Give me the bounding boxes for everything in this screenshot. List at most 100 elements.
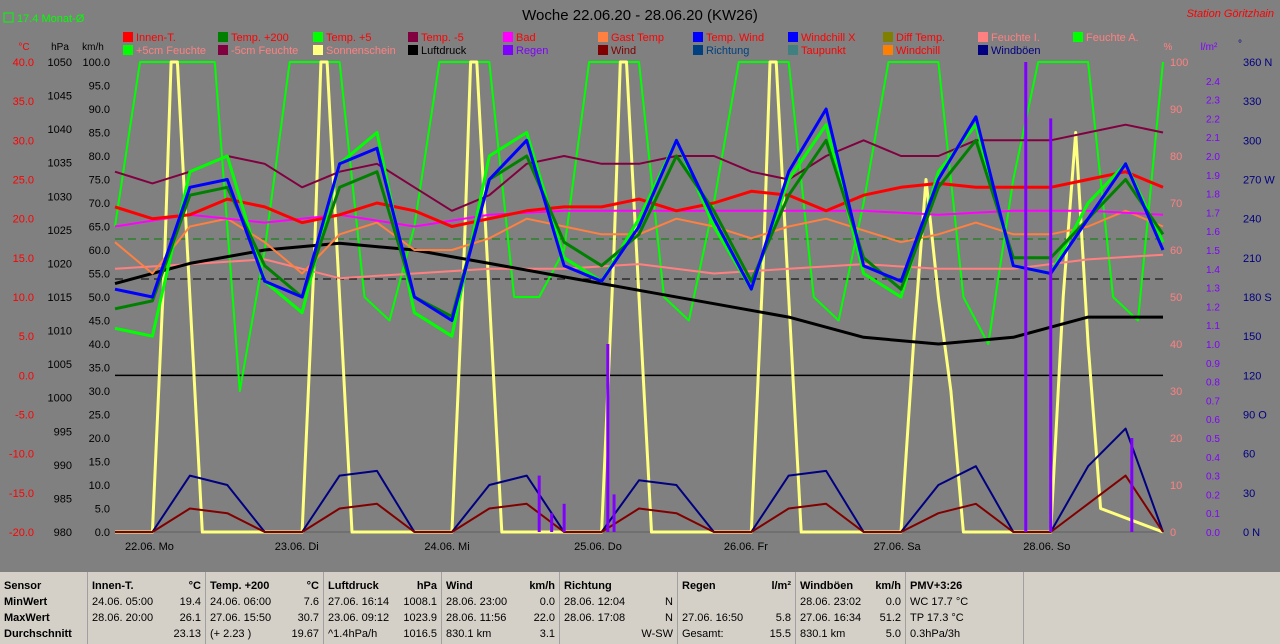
day-label: 27.06. Sa — [874, 541, 922, 553]
legend-swatch — [598, 32, 608, 42]
hpa-tick: 1045 — [48, 91, 72, 103]
kmh-tick: 95.0 — [89, 81, 110, 93]
summary-cell-value: km/h — [875, 580, 901, 592]
summary-cell-row: 28.06. 23:02 0.0 — [800, 594, 901, 610]
rain-bar — [1130, 438, 1134, 532]
chart-title: Woche 22.06.20 - 28.06.20 (KW26) — [522, 7, 758, 24]
legend-swatch — [788, 45, 798, 55]
legend-item: Luftdruck — [408, 45, 466, 58]
kmh-tick: 5.0 — [95, 504, 110, 516]
legend-swatch — [218, 32, 228, 42]
summary-cell-row: 830.1 km 5.0 — [800, 626, 901, 642]
summary-cell-label: 28.06. 17:08 — [564, 612, 626, 624]
rain-tick: 2.2 — [1206, 114, 1220, 125]
summary-cell-label: 0.3hPa/3h — [910, 628, 961, 640]
rain-unit: l/m² — [1201, 42, 1218, 53]
legend-item: Feuchte I. — [978, 32, 1040, 45]
month-avg-icon — [3, 12, 14, 23]
celsius-tick: 25.0 — [13, 175, 34, 187]
summary-cell-row: 27.06. 16:50 5.8 — [682, 610, 791, 626]
rain-bar — [612, 494, 616, 532]
day-label: 22.06. Mo — [125, 541, 174, 553]
direction-tick: 120 — [1243, 370, 1261, 382]
direction-tick: 330 — [1243, 96, 1261, 108]
day-label: 24.06. Mi — [424, 541, 469, 553]
summary-cell-row: (+ 2.23 ) 19.67 — [210, 626, 319, 642]
summary-cell-label: Temp. +200 — [210, 580, 270, 592]
legend-label: Sonnenschein — [326, 45, 396, 57]
legend-item: Sonnenschein — [313, 45, 396, 58]
legend-item: Temp. +5 — [313, 32, 372, 45]
percent-unit: % — [1164, 42, 1173, 53]
kmh-tick: 85.0 — [89, 128, 110, 140]
celsius-tick: 40.0 — [13, 57, 34, 69]
legend-label: Temp. +5 — [326, 32, 372, 44]
legend-swatch — [693, 45, 703, 55]
summary-cell-label: ^1.4hPa/h — [328, 628, 378, 640]
summary-cell-value: 1016.5 — [403, 628, 437, 640]
deg-unit: ° — [1238, 39, 1242, 50]
kmh-tick: 80.0 — [89, 151, 110, 163]
rain-tick: 0.6 — [1206, 415, 1220, 426]
kmh-tick: 55.0 — [89, 269, 110, 281]
direction-tick: 150 — [1243, 331, 1261, 343]
legend-item: Temp. +200 — [218, 32, 289, 45]
legend-item: Bad — [503, 32, 536, 45]
legend-item: Windböen — [978, 45, 1041, 58]
legend-item: Richtung — [693, 45, 749, 58]
summary-cell-value: 0.0 — [885, 596, 901, 608]
rain-tick: 2.4 — [1206, 77, 1220, 88]
rain-tick: 1.7 — [1206, 208, 1220, 219]
series-windboeen-line — [115, 427, 1164, 533]
summary-cell-value: W-SW — [641, 628, 673, 640]
celsius-tick: -15.0 — [9, 488, 34, 500]
percent-tick: 0 — [1170, 527, 1176, 539]
summary-cell-value: °C — [306, 580, 319, 592]
summary-cell-label: 28.06. 11:56 — [446, 612, 507, 624]
legend-swatch — [313, 32, 323, 42]
legend-swatch — [218, 45, 228, 55]
celsius-tick: 35.0 — [13, 96, 34, 108]
kmh-tick: 10.0 — [89, 480, 110, 492]
hpa-tick: 980 — [54, 527, 72, 539]
legend-item: +5cm Feuchte — [123, 45, 206, 58]
celsius-unit: °C — [18, 42, 29, 53]
summary-cell-label: 830.1 km — [800, 628, 846, 640]
summary-cell-row: PMV+3:26 — [910, 578, 1019, 594]
hpa-tick: 985 — [54, 493, 72, 505]
summary-column: Windböen km/h 28.06. 23:02 0.0 27.06. 16:34 5… — [796, 572, 906, 644]
summary-cell-value: 1008.1 — [403, 596, 437, 608]
summary-cell-value: hPa — [416, 580, 437, 592]
weather-chart: Woche 22.06.20 - 28.06.20 (KW26) Station … — [3, 7, 1275, 553]
summary-cell-row: 23.13 — [92, 626, 201, 642]
row-label-avg: Durchschnitt — [4, 628, 72, 640]
summary-cell-row — [682, 594, 791, 610]
summary-column: Innen-T. °C 24.06. 05:00 19.4 28.06. 20:00 26… — [88, 572, 206, 644]
legend-swatch — [598, 45, 608, 55]
rain-tick: 0.4 — [1206, 453, 1220, 464]
series-luftdruck-line — [114, 241, 1163, 346]
summary-cell-row: 27.06. 15:50 30.7 — [210, 610, 319, 626]
summary-cell-row: 24.06. 06:00 7.6 — [210, 594, 319, 610]
rain-tick: 1.8 — [1206, 190, 1220, 201]
summary-cell-label: PMV+3:26 — [910, 580, 963, 592]
summary-cell-value: 30.7 — [297, 612, 319, 624]
rain-bar — [562, 503, 566, 532]
summary-cell-label: Regen — [682, 580, 716, 592]
summary-cell-row: 28.06. 20:00 26.1 — [92, 610, 201, 626]
rain-tick: 0.8 — [1206, 378, 1220, 389]
series-windchill-x-line — [114, 107, 1165, 322]
series-innen-t-line — [114, 170, 1164, 228]
direction-tick: 210 — [1243, 253, 1261, 265]
legend-label: Feuchte A. — [1086, 32, 1139, 44]
row-label-max: MaxWert — [4, 612, 50, 624]
hpa-tick: 1025 — [48, 225, 72, 237]
summary-cell-value: 19.67 — [291, 628, 319, 640]
summary-cell-value: N — [665, 596, 673, 608]
legend-item: Wind — [598, 45, 636, 58]
summary-cell-label: 24.06. 05:00 — [92, 596, 154, 608]
row-label-min: MinWert — [4, 596, 48, 608]
summary-cell-row: Regen l/m² — [682, 578, 791, 594]
summary-cell-row: WC 17.7 °C — [910, 594, 1019, 610]
legend-swatch — [693, 32, 703, 42]
